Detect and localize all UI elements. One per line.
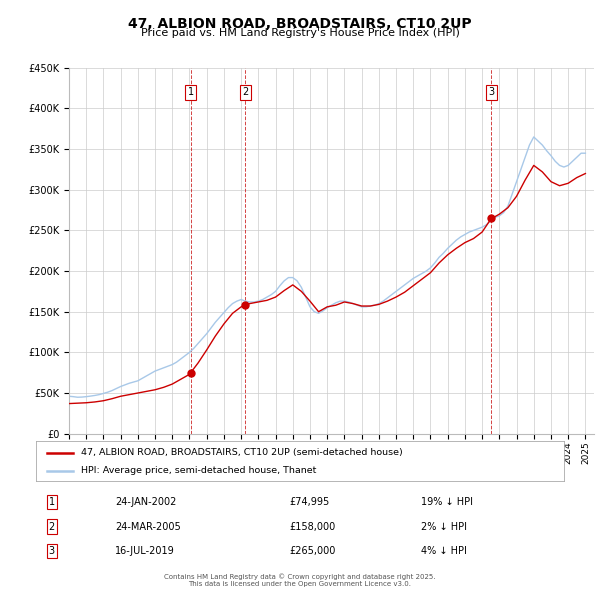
Text: 3: 3 — [488, 87, 494, 97]
Text: £74,995: £74,995 — [289, 497, 329, 507]
Text: 3: 3 — [49, 546, 55, 556]
Text: Price paid vs. HM Land Registry's House Price Index (HPI): Price paid vs. HM Land Registry's House … — [140, 28, 460, 38]
Text: Contains HM Land Registry data © Crown copyright and database right 2025.
This d: Contains HM Land Registry data © Crown c… — [164, 573, 436, 587]
Text: 16-JUL-2019: 16-JUL-2019 — [115, 546, 175, 556]
Text: 19% ↓ HPI: 19% ↓ HPI — [421, 497, 473, 507]
Text: 2: 2 — [242, 87, 248, 97]
Text: 1: 1 — [49, 497, 55, 507]
Text: £158,000: £158,000 — [289, 522, 335, 532]
Text: HPI: Average price, semi-detached house, Thanet: HPI: Average price, semi-detached house,… — [81, 466, 316, 476]
Text: 24-MAR-2005: 24-MAR-2005 — [115, 522, 181, 532]
Text: 2% ↓ HPI: 2% ↓ HPI — [421, 522, 467, 532]
Text: 2: 2 — [49, 522, 55, 532]
Text: 47, ALBION ROAD, BROADSTAIRS, CT10 2UP (semi-detached house): 47, ALBION ROAD, BROADSTAIRS, CT10 2UP (… — [81, 448, 403, 457]
Text: £265,000: £265,000 — [289, 546, 336, 556]
Text: 47, ALBION ROAD, BROADSTAIRS, CT10 2UP: 47, ALBION ROAD, BROADSTAIRS, CT10 2UP — [128, 17, 472, 31]
Text: 1: 1 — [188, 87, 194, 97]
Text: 24-JAN-2002: 24-JAN-2002 — [115, 497, 176, 507]
Text: 4% ↓ HPI: 4% ↓ HPI — [421, 546, 467, 556]
